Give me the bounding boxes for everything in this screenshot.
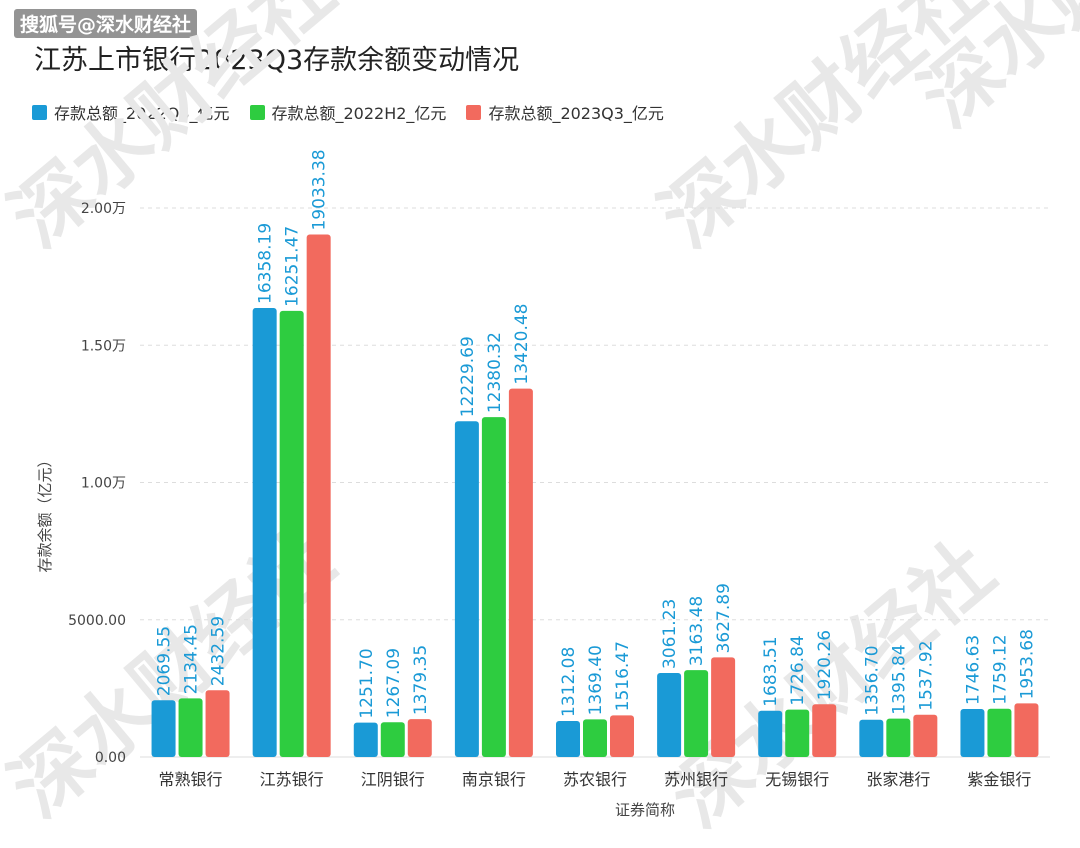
bar-series-1[interactable] <box>657 672 682 757</box>
legend-label-series-1: 存款总额_2022Q3_亿元 <box>54 104 230 123</box>
data-label: 1953.68 <box>1017 629 1037 699</box>
x-tick-label: 江阴银行 <box>361 770 425 789</box>
x-tick-label: 张家港行 <box>866 770 930 789</box>
bar-series-2[interactable] <box>583 719 607 757</box>
bar-series-3[interactable] <box>508 388 533 757</box>
x-tick-label: 南京银行 <box>462 770 526 789</box>
data-label: 1395.84 <box>889 644 909 714</box>
data-label: 12229.69 <box>458 336 478 417</box>
bar-series-1[interactable] <box>556 720 580 757</box>
bar-series-1[interactable] <box>859 719 884 757</box>
data-label: 1251.70 <box>357 648 377 718</box>
bar-series-1[interactable] <box>151 700 176 757</box>
data-label: 3163.48 <box>687 596 707 666</box>
bar-series-3[interactable] <box>306 234 331 758</box>
bar-series-1[interactable] <box>353 722 378 757</box>
bar-series-3[interactable] <box>913 714 938 757</box>
legend-label-series-2: 存款总额_2022H2_亿元 <box>271 104 447 123</box>
data-label: 2069.55 <box>155 626 175 696</box>
data-label: 16358.19 <box>256 223 276 304</box>
data-label: 1920.26 <box>815 630 835 700</box>
y-tick-label: 0.00 <box>95 750 126 766</box>
data-label: 2134.45 <box>182 624 202 694</box>
bar-series-2[interactable] <box>380 722 405 757</box>
watermark-text: 深水财经社 <box>0 0 351 265</box>
bar-series-2[interactable] <box>987 708 1012 757</box>
bar-series-3[interactable] <box>1014 703 1039 757</box>
bar-series-2[interactable] <box>684 670 709 757</box>
x-tick-label: 江苏银行 <box>260 770 324 789</box>
data-label: 1537.92 <box>916 640 936 710</box>
y-axis-label: 存款余额（亿元） <box>36 452 54 572</box>
bar-series-2[interactable] <box>178 698 203 757</box>
data-label: 1746.63 <box>963 635 983 705</box>
bar-series-1[interactable] <box>960 709 985 757</box>
bar-series-1[interactable] <box>758 710 783 757</box>
legend-item-series-1[interactable]: 存款总额_2022Q3_亿元 <box>32 100 230 124</box>
bar-series-2[interactable] <box>785 709 810 757</box>
bar-series-1[interactable] <box>454 421 479 757</box>
x-tick-label: 苏州银行 <box>664 770 728 789</box>
bar-series-3[interactable] <box>812 704 837 757</box>
x-axis-label: 证券简称 <box>615 801 675 819</box>
bar-series-2[interactable] <box>886 718 911 757</box>
bar-series-3[interactable] <box>407 719 432 757</box>
x-tick-label: 紫金银行 <box>967 770 1031 789</box>
data-label: 1312.08 <box>559 647 579 717</box>
legend-swatch-series-3 <box>466 104 482 120</box>
data-label: 1726.84 <box>788 635 808 705</box>
legend-item-series-3[interactable]: 存款总额_2023Q3_亿元 <box>466 100 664 124</box>
y-tick-label: 5000.00 <box>68 613 126 629</box>
y-tick-label: 1.00万 <box>81 476 126 492</box>
data-labels: 2069.55 2134.45 2432.59 16358.19 16251.47 190… <box>155 149 1038 718</box>
data-label: 1759.12 <box>990 634 1010 704</box>
legend-label-series-3: 存款总额_2023Q3_亿元 <box>488 104 664 123</box>
bar-series-1[interactable] <box>252 307 277 757</box>
data-label: 1379.35 <box>411 645 431 715</box>
data-label: 16251.47 <box>283 226 303 307</box>
data-label: 3627.89 <box>714 583 734 653</box>
chart-title: 江苏上市银行2023Q3存款余额变动情况 <box>34 45 520 76</box>
data-label: 19033.38 <box>310 149 330 230</box>
bar-series-3[interactable] <box>610 715 634 757</box>
bar-series-2[interactable] <box>481 417 506 757</box>
legend-swatch-series-2 <box>249 104 265 120</box>
bar-series-2[interactable] <box>279 310 304 757</box>
bar-series-3[interactable] <box>711 657 736 757</box>
bars <box>151 234 1039 758</box>
data-label: 1356.70 <box>862 645 882 715</box>
x-tick-label: 苏农银行 <box>563 770 627 789</box>
data-label: 3061.23 <box>660 599 680 669</box>
legend: 存款总额_2022Q3_亿元 存款总额_2022H2_亿元 存款总额_2023Q… <box>32 100 664 124</box>
data-label: 1683.51 <box>761 636 781 706</box>
data-label: 12380.32 <box>485 332 505 413</box>
data-label: 13420.48 <box>512 303 532 384</box>
data-label: 1267.09 <box>384 648 404 718</box>
y-tick-label: 1.50万 <box>81 338 126 354</box>
x-tick-label: 常熟银行 <box>159 770 223 789</box>
bar-series-3[interactable] <box>205 690 230 757</box>
data-label: 2432.59 <box>209 616 229 686</box>
data-label: 1369.40 <box>586 645 606 715</box>
legend-item-series-2[interactable]: 存款总额_2022H2_亿元 <box>249 100 447 124</box>
data-label: 1516.47 <box>613 641 633 711</box>
source-tag: 搜狐号@深水财经社 <box>14 9 198 38</box>
x-tick-label: 无锡银行 <box>765 770 829 789</box>
legend-swatch-series-1 <box>32 104 47 120</box>
y-tick-label: 2.00万 <box>81 201 126 217</box>
